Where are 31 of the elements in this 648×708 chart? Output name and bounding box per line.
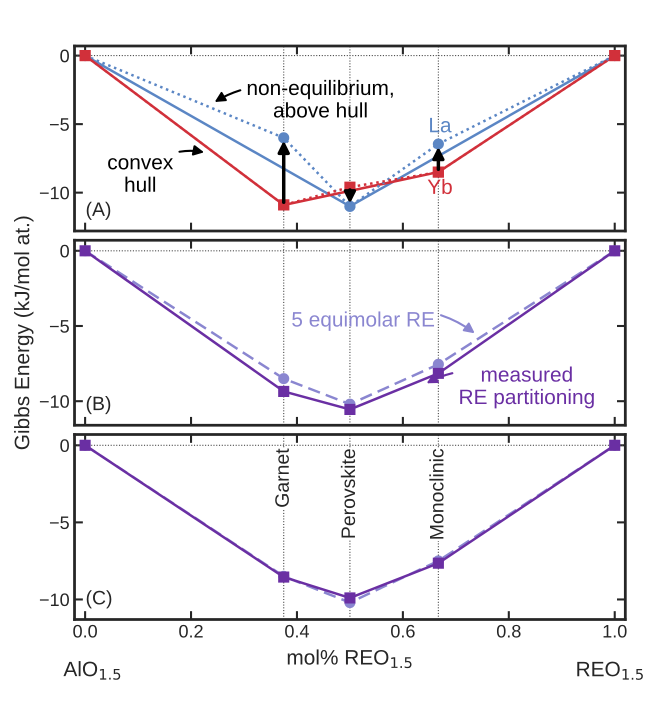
y-axis-title: Gibbs Energy (kJ/mol at.) [14, 216, 34, 450]
annotation: La [430, 118, 452, 132]
ref-line-label: Garnet [275, 448, 289, 507]
x-tick-label: 0.4 [285, 624, 309, 638]
text: AlO$_{1.5}$ [63, 661, 120, 680]
y-tick-label: −5 [50, 118, 69, 131]
y-tick-label: −10 [40, 395, 69, 408]
x-tick-label: 0.6 [391, 624, 415, 638]
y-tick-label: 0 [60, 50, 69, 62]
x-tick-label: 0.2 [179, 624, 203, 638]
annotation: convex hull [108, 158, 174, 192]
annotation: (C) [86, 590, 112, 608]
y-tick-label: −5 [50, 516, 69, 530]
annotation: non-equilibrium, above hull [248, 80, 393, 118]
y-tick-label: −5 [50, 320, 69, 333]
y-tick-label: −10 [40, 593, 69, 606]
ref-line-label: Monoclinic [429, 448, 444, 539]
annotation: (B) [86, 396, 110, 414]
x-tick-label: 0.8 [496, 624, 521, 638]
y-tick-label: 0 [60, 439, 69, 452]
y-tick-label: −10 [40, 186, 69, 200]
x-tick-label: 1.0 [604, 624, 627, 638]
text: REO$_{1.5}$ [577, 662, 643, 680]
annotation: measured RE partitioning [460, 366, 594, 408]
annotation: (A) [86, 202, 110, 220]
annotation: Yb [428, 178, 452, 194]
x-axis-title: mol% REO$_{1.5}$ [288, 649, 412, 668]
ref-line-label: Perovskite [340, 449, 356, 538]
x-tick-label: 0.0 [73, 624, 97, 638]
annotation: 5 equimolar RE [292, 311, 434, 331]
y-tick-label: 0 [60, 244, 69, 258]
